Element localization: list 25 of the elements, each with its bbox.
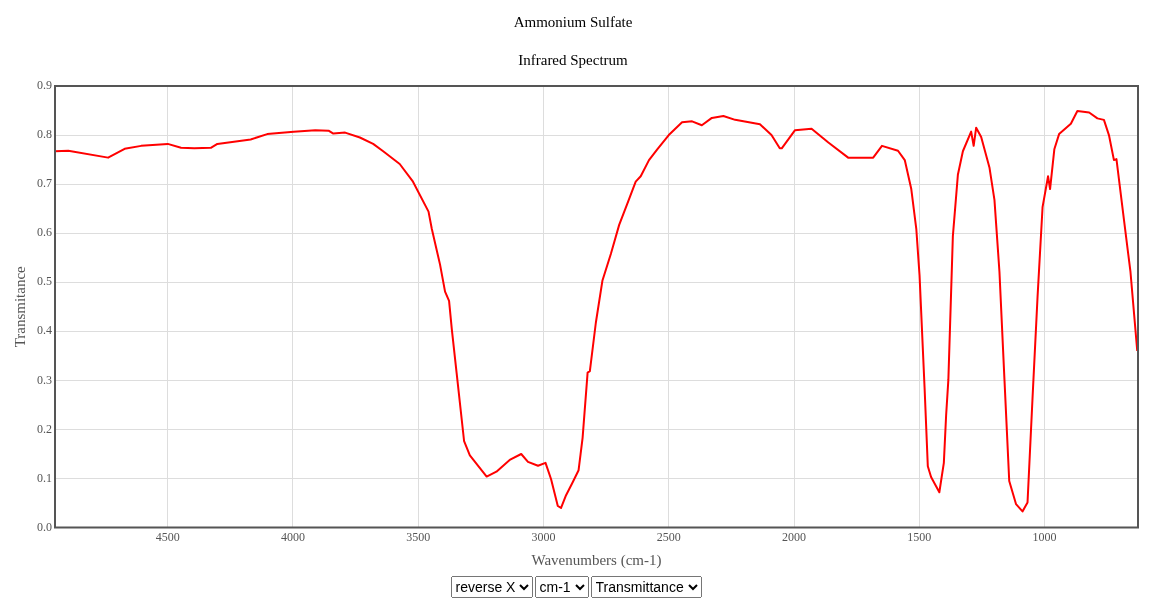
y-tick-label: 0.8: [37, 127, 52, 142]
chart-title: Ammonium Sulfate: [513, 13, 633, 30]
x-tick-label: 2000: [782, 529, 807, 544]
x-tick-label: 4000: [280, 529, 305, 544]
y-tick-label: 0.1: [37, 470, 52, 485]
x-tick-label: 4500: [155, 529, 180, 544]
dropdown-select: Transmittance: [590, 576, 702, 598]
y-tick-label: 0.2: [37, 421, 52, 436]
y-tick-label: 0.0: [37, 519, 52, 534]
x-tick-label: 3000: [531, 529, 556, 544]
x-tick-label: 3500: [406, 529, 431, 544]
y-axis-title: Transmitance: [11, 265, 28, 348]
x-tick-label: 1500: [907, 529, 932, 544]
dropdown-select: cm-1: [534, 576, 589, 598]
y-tick-label: 0.5: [37, 274, 52, 289]
y-tick-label: 0.3: [37, 372, 52, 387]
x-tick-label: 1000: [1032, 529, 1057, 544]
y-tick-label: 0.4: [37, 323, 52, 338]
dropdown-select: reverse X: [450, 576, 533, 598]
x-tick-label: 2500: [656, 529, 681, 544]
chart-subtitle: Infrared Spectrum: [518, 51, 629, 68]
y-tick-label: 0.6: [37, 225, 52, 240]
y-tick-label: 0.9: [37, 78, 52, 93]
y-tick-label: 0.7: [37, 176, 52, 191]
x-axis-title: Wavenumbers (cm-1): [531, 551, 662, 569]
